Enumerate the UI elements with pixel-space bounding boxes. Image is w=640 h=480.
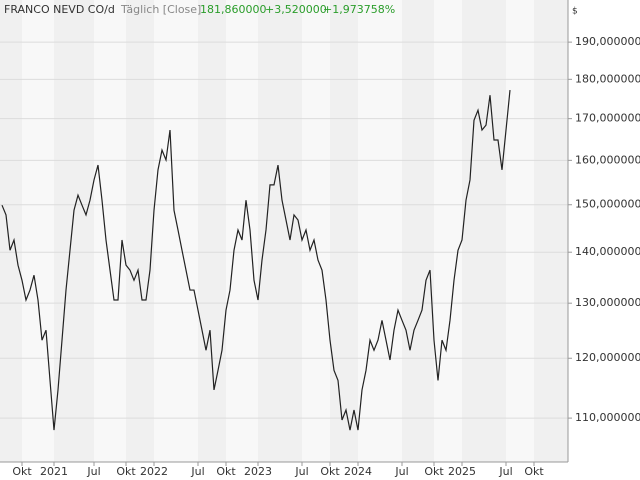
x-tick-label: Jul xyxy=(86,465,100,478)
y-tick-label: 190,000000 xyxy=(575,35,640,48)
band xyxy=(402,0,434,462)
band xyxy=(54,0,94,462)
x-tick-label: Okt xyxy=(320,465,340,478)
x-tick-label: Jul xyxy=(294,465,308,478)
band xyxy=(330,0,358,462)
x-tick-label: Jul xyxy=(394,465,408,478)
y-tick-label: 170,000000 xyxy=(575,112,640,125)
band xyxy=(94,0,126,462)
header: FRANCO NEVD CO/d Täglich [Close] 181,860… xyxy=(4,3,395,16)
x-tick-label: 2025 xyxy=(448,465,476,478)
plot xyxy=(1,90,511,431)
price-line xyxy=(1,90,511,431)
x-tick-label: 2024 xyxy=(344,465,372,478)
y-tick-label: 120,000000 xyxy=(575,351,640,364)
x-tick-label: Jul xyxy=(498,465,512,478)
x-tick-label: 2022 xyxy=(140,465,168,478)
chart-subtitle: Täglich [Close] xyxy=(120,3,201,16)
x-tick-label: Okt xyxy=(216,465,236,478)
x-tick-label: 2023 xyxy=(244,465,272,478)
change-percent: +1,973758% xyxy=(323,3,395,16)
band xyxy=(358,0,402,462)
band xyxy=(534,0,568,462)
y-tick-label: 110,000000 xyxy=(575,411,640,424)
x-tick-label: Okt xyxy=(116,465,136,478)
y-tick-label: 160,000000 xyxy=(575,153,640,166)
band xyxy=(258,0,302,462)
chart-title: FRANCO NEVD CO/d xyxy=(4,3,115,16)
x-tick-label: Okt xyxy=(524,465,544,478)
y-axis-label: $ xyxy=(572,7,578,17)
band xyxy=(462,0,506,462)
band xyxy=(0,0,22,462)
x-tick-label: Jul xyxy=(190,465,204,478)
band xyxy=(226,0,258,462)
background-bands xyxy=(0,0,568,462)
band xyxy=(126,0,154,462)
x-tick-label: Okt xyxy=(12,465,32,478)
y-tick-label: 130,000000 xyxy=(575,296,640,309)
last-value: 181,860000 xyxy=(200,3,266,16)
band xyxy=(198,0,226,462)
band xyxy=(154,0,198,462)
band xyxy=(22,0,54,462)
x-tick-label: 2021 xyxy=(40,465,68,478)
y-tick-label: 150,000000 xyxy=(575,198,640,211)
y-tick-label: 180,000000 xyxy=(575,72,640,85)
y-tick-label: 140,000000 xyxy=(575,245,640,258)
band xyxy=(506,0,534,462)
band xyxy=(434,0,462,462)
x-tick-label: Okt xyxy=(424,465,444,478)
grid xyxy=(0,41,568,419)
change: +3,520000 xyxy=(265,3,327,16)
